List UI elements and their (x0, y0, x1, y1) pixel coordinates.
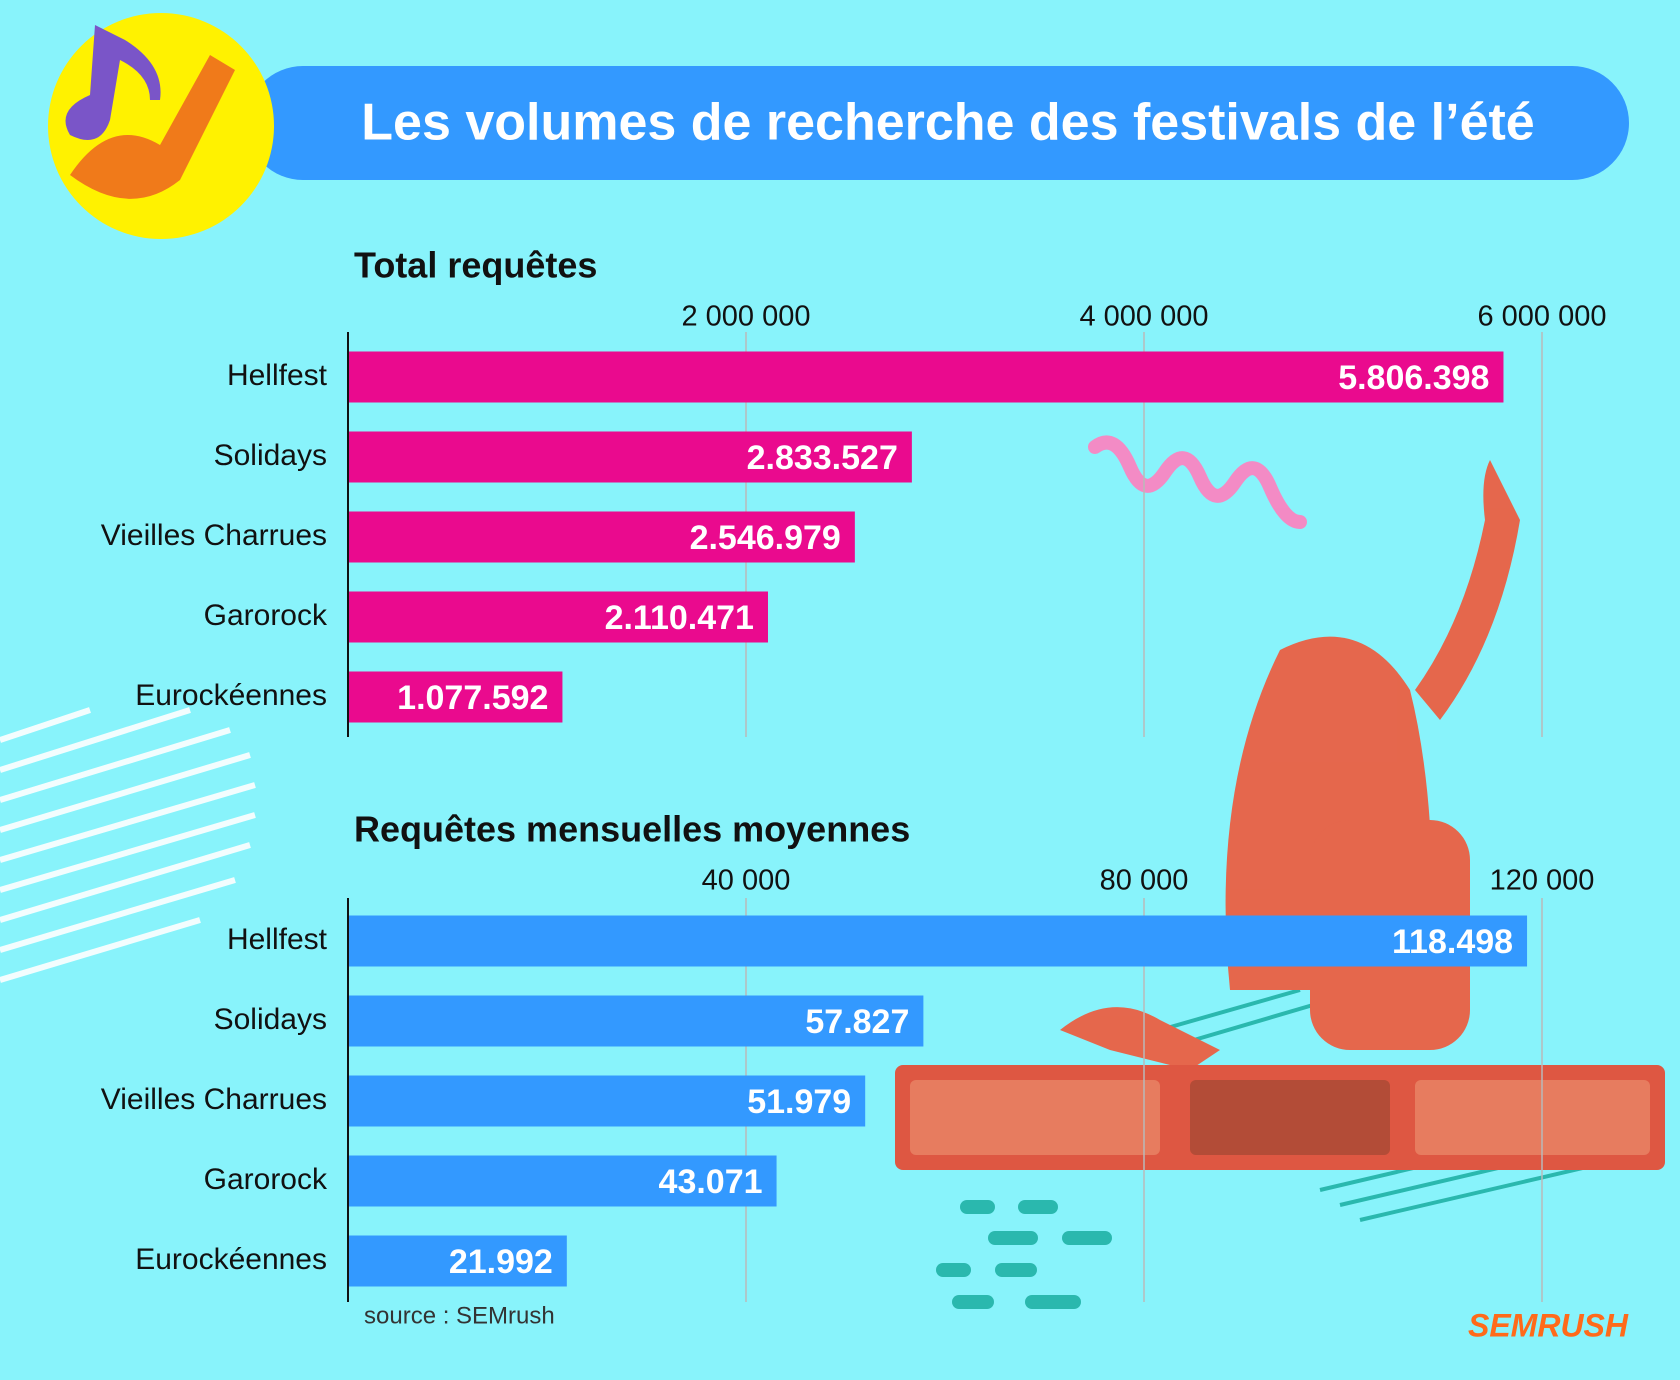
bar (348, 351, 1504, 403)
category-label: Hellfest (227, 359, 328, 392)
category-label: Eurockéennes (135, 679, 327, 712)
chart-title: Requêtes mensuelles moyennes (354, 809, 910, 850)
bar (348, 1235, 567, 1287)
decor (0, 435, 1665, 1309)
category-label: Solidays (214, 439, 327, 472)
dj-illustration (895, 460, 1665, 1170)
logo: SEMRUSH (1468, 1307, 1629, 1343)
category-label: Eurockéennes (135, 1243, 327, 1276)
stripes (0, 707, 256, 983)
bar (348, 1075, 866, 1127)
x-tick-label: 80 000 (1100, 865, 1189, 897)
bar (348, 671, 563, 723)
category-label: Vieilles Charrues (101, 1083, 327, 1116)
value-label: 21.992 (449, 1243, 553, 1281)
value-label: 57.827 (805, 1003, 909, 1041)
note-icon-purple (65, 25, 161, 140)
value-label: 2.833.527 (747, 439, 898, 477)
bar (348, 915, 1528, 967)
chart-title: Total requêtes (354, 245, 597, 286)
category-label: Solidays (214, 1003, 327, 1036)
note-icon (70, 55, 235, 199)
dashes (936, 1200, 1112, 1309)
x-tick-label: 40 000 (702, 865, 791, 897)
bar (348, 511, 855, 563)
source: source : SEMrush (364, 1302, 555, 1329)
value-label: 2.546.979 (690, 519, 841, 557)
category-label: Garorock (204, 599, 328, 632)
category-label: Hellfest (227, 923, 328, 956)
bar (348, 995, 924, 1047)
x-tick-label: 6 000 000 (1477, 301, 1606, 333)
category-label: Vieilles Charrues (101, 519, 327, 552)
value-label: 5.806.398 (1338, 359, 1489, 397)
x-tick-label: 4 000 000 (1079, 301, 1208, 333)
value-label: 43.071 (659, 1163, 763, 1201)
title-banner (246, 66, 1629, 180)
bar (348, 1155, 777, 1207)
value-label: 51.979 (747, 1083, 851, 1121)
x-tick-label: 120 000 (1490, 865, 1595, 897)
value-label: 1.077.592 (397, 679, 548, 717)
bar (348, 591, 768, 643)
x-tick-label: 2 000 000 (681, 301, 810, 333)
title: Les volumes de recherche des festivals d… (361, 94, 1534, 152)
value-label: 118.498 (1392, 923, 1513, 961)
category-label: Garorock (204, 1163, 328, 1196)
header: Les volumes de recherche des festivals d… (48, 13, 1629, 239)
value-label: 2.110.471 (605, 599, 754, 637)
squiggle (1088, 435, 1307, 529)
bar (348, 431, 912, 483)
